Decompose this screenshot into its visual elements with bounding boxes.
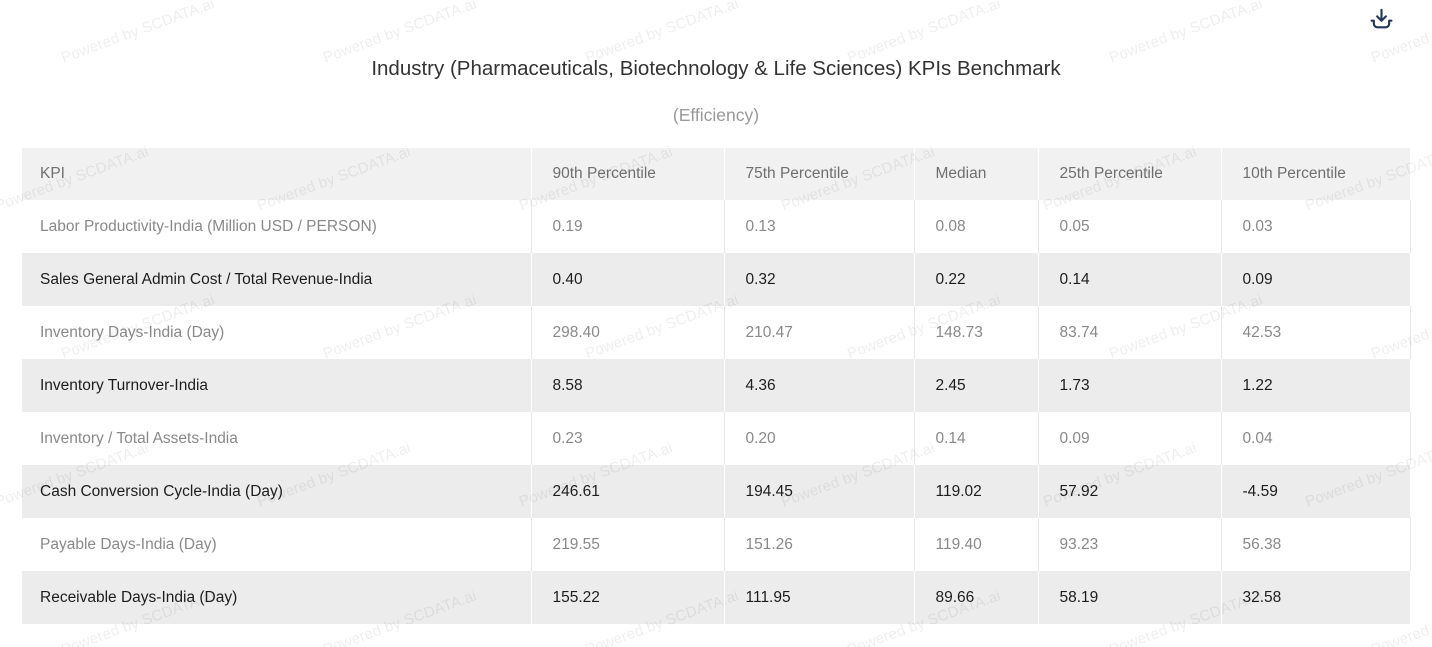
table-row: Payable Days-India (Day) 219.55 151.26 119.…	[22, 518, 1411, 571]
chart-subtitle: (Efficiency)	[672, 105, 760, 125]
value-cell: 32.58	[1221, 571, 1411, 624]
value-cell: 0.14	[1038, 253, 1222, 306]
column-header: 75th Percentile	[724, 148, 915, 200]
value-cell: 93.23	[1038, 518, 1222, 571]
kpi-benchmark-table: KPI 90th Percentile 75th Percentile Median 2…	[22, 148, 1411, 624]
download-icon	[1368, 6, 1395, 33]
chart-title: Industry (Pharmaceuticals, Biotechnology…	[371, 57, 1061, 80]
table-body: Labor Productivity-India (Million USD / …	[22, 200, 1411, 624]
download-button[interactable]	[1365, 3, 1397, 35]
value-cell: 1.73	[1038, 359, 1222, 412]
table-row: Receivable Days-India (Day) 155.22 111.95 8…	[22, 571, 1411, 624]
value-cell: -4.59	[1221, 465, 1411, 518]
value-cell: 148.73	[914, 306, 1039, 359]
kpi-cell: Cash Conversion Cycle-India (Day)	[22, 465, 532, 518]
table-row: Inventory Days-India (Day) 298.40 210.47 14…	[22, 306, 1411, 359]
value-cell: 0.14	[914, 412, 1039, 465]
value-cell: 151.26	[724, 518, 915, 571]
value-cell: 8.58	[531, 359, 725, 412]
value-cell: 246.61	[531, 465, 725, 518]
kpi-cell: Inventory Turnover-India	[22, 359, 532, 412]
column-header: Median	[914, 148, 1039, 200]
value-cell: 298.40	[531, 306, 725, 359]
table-row: Sales General Admin Cost / Total Revenue…	[22, 253, 1411, 306]
value-cell: 42.53	[1221, 306, 1411, 359]
value-cell: 0.23	[531, 412, 725, 465]
table-row: Inventory Turnover-India 8.58 4.36 2.45 1.73…	[22, 359, 1411, 412]
kpi-cell: Inventory Days-India (Day)	[22, 306, 532, 359]
column-header: 90th Percentile	[531, 148, 725, 200]
value-cell: 2.45	[914, 359, 1039, 412]
column-header: KPI	[22, 148, 532, 200]
value-cell: 219.55	[531, 518, 725, 571]
kpi-cell: Sales General Admin Cost / Total Revenue…	[22, 253, 532, 306]
value-cell: 119.40	[914, 518, 1039, 571]
value-cell: 0.03	[1221, 200, 1411, 253]
value-cell: 0.32	[724, 253, 915, 306]
value-cell: 56.38	[1221, 518, 1411, 571]
kpi-cell: Labor Productivity-India (Million USD / …	[22, 200, 532, 253]
value-cell: 194.45	[724, 465, 915, 518]
value-cell: 83.74	[1038, 306, 1222, 359]
table-row: Cash Conversion Cycle-India (Day) 246.61 1…	[22, 465, 1411, 518]
value-cell: 57.92	[1038, 465, 1222, 518]
table-row: Inventory / Total Assets-India 0.23 0.20 0.…	[22, 412, 1411, 465]
table-row: Labor Productivity-India (Million USD / …	[22, 200, 1411, 253]
value-cell: 89.66	[914, 571, 1039, 624]
column-header: 10th Percentile	[1221, 148, 1411, 200]
value-cell: 0.05	[1038, 200, 1222, 253]
value-cell: 4.36	[724, 359, 915, 412]
kpi-cell: Payable Days-India (Day)	[22, 518, 532, 571]
value-cell: 0.40	[531, 253, 725, 306]
value-cell: 155.22	[531, 571, 725, 624]
value-cell: 0.13	[724, 200, 915, 253]
value-cell: 1.22	[1221, 359, 1411, 412]
value-cell: 0.08	[914, 200, 1039, 253]
value-cell: 0.09	[1038, 412, 1222, 465]
table-header-row: KPI 90th Percentile 75th Percentile Median 2…	[22, 148, 1411, 200]
value-cell: 210.47	[724, 306, 915, 359]
value-cell: 0.19	[531, 200, 725, 253]
value-cell: 58.19	[1038, 571, 1222, 624]
value-cell: 0.20	[724, 412, 915, 465]
kpi-cell: Receivable Days-India (Day)	[22, 571, 532, 624]
column-header: 25th Percentile	[1038, 148, 1222, 200]
value-cell: 0.22	[914, 253, 1039, 306]
value-cell: 0.09	[1221, 253, 1411, 306]
value-cell: 111.95	[724, 571, 915, 624]
value-cell: 119.02	[914, 465, 1039, 518]
kpi-cell: Inventory / Total Assets-India	[22, 412, 532, 465]
value-cell: 0.04	[1221, 412, 1411, 465]
